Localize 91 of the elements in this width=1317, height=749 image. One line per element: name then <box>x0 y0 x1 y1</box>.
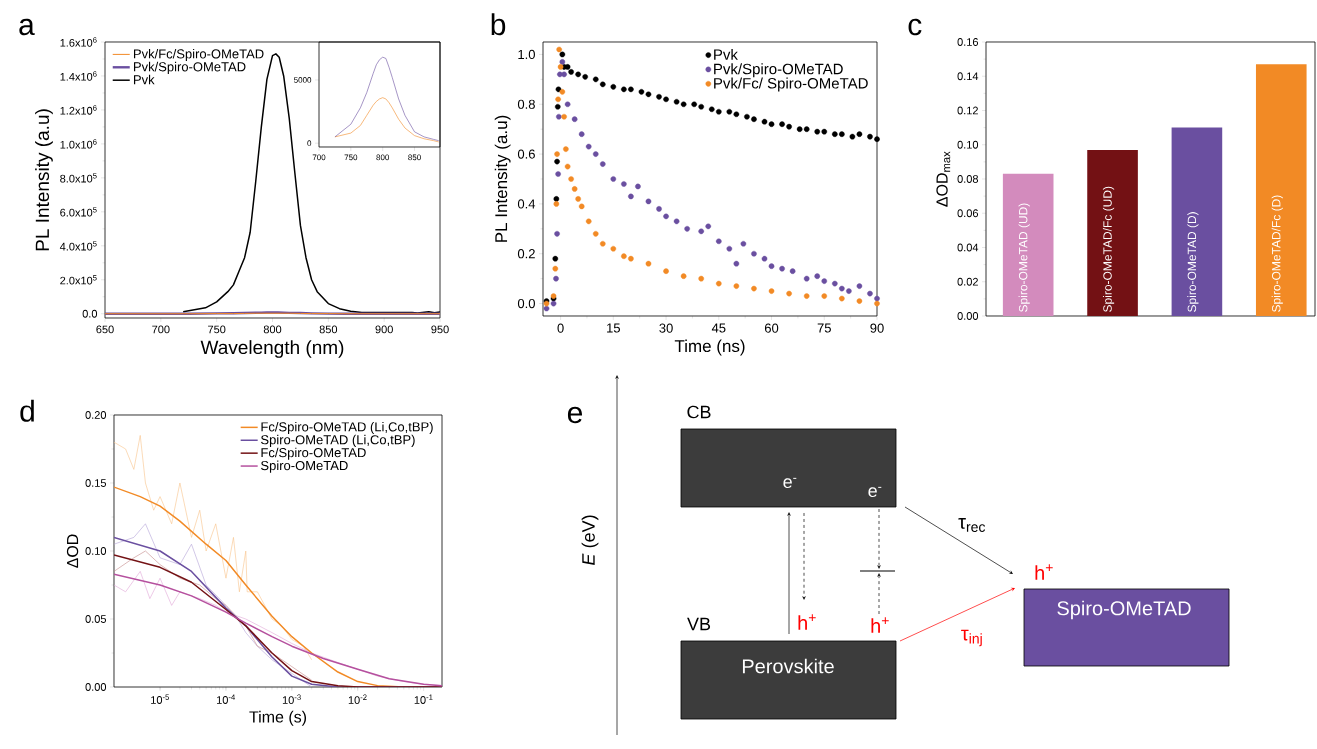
x-tick-label: 0 <box>557 323 564 333</box>
y-tick-label: 8.0x10$^{5}$ <box>60 173 97 183</box>
x-tick-label: 750 <box>344 154 358 161</box>
x-tick-label: 10$^{-1}$ <box>414 694 433 704</box>
legend-label: Pvk/Fc/ Spiro-OMeTAD <box>714 77 868 92</box>
x-tick-label: 75 <box>817 323 831 333</box>
chart-title: a <box>19 18 35 36</box>
x-axis-title: Time (ns) <box>674 339 745 356</box>
x-tick-label: 950 <box>431 325 449 334</box>
text: e$^{-}$ <box>783 477 797 489</box>
legend-label: Pvk/Spiro-OMeTAD <box>714 63 843 78</box>
y-tick-label: 1.2x10$^{6}$ <box>60 105 97 115</box>
legend-label: Pvk/Fc/Spiro-OMeTAD <box>133 48 264 62</box>
y-axis-title: PL Intensity (a.u) <box>35 109 53 251</box>
x-tick-label: 700 <box>312 154 326 161</box>
y-tick-label: 0.16 <box>957 38 979 46</box>
y-tick-label: 0.05 <box>85 615 107 623</box>
y-tick-label: 4.0x10$^{5}$ <box>59 241 97 251</box>
y-tick-label: 0.15 <box>85 479 107 487</box>
y-tick-label: 1.0x10$^{6}$ <box>60 139 97 149</box>
x-tick-label: Spiro-OMeTAD (UD) <box>1018 203 1030 312</box>
text: h$^{+}$ <box>1035 564 1053 580</box>
x-tick-label: Spiro-OMeTAD/Fc (D) <box>1271 195 1283 312</box>
x-tick-label: 800 <box>376 154 390 161</box>
y-axis-title: ΔOD <box>66 534 79 568</box>
x-tick-label: 10$^{-4}$ <box>217 694 236 704</box>
x-axis-title: Wavelength (nm) <box>200 340 344 358</box>
text: e <box>567 406 583 424</box>
x-tick-label: 45 <box>711 323 726 333</box>
legend-label: Pvk <box>133 74 155 85</box>
x-tick-label: 15 <box>607 323 621 333</box>
text: τ$_{rec}$ <box>958 518 986 532</box>
y-tick-label: 0.02 <box>957 277 978 286</box>
x-tick-label: 650 <box>96 325 114 334</box>
chart-title: d <box>20 399 34 422</box>
x-tick-label: 10$^{-5}$ <box>151 694 170 704</box>
y-axis-title: ΔOD$_{max}$ <box>936 151 951 207</box>
y-tick-label: 0.12 <box>957 106 978 115</box>
x-tick-label: 800 <box>263 325 282 334</box>
x-tick-label: 850 <box>319 325 338 334</box>
text: E (eV) <box>581 515 599 566</box>
chart-title: c <box>908 18 922 36</box>
y-tick-label: 1.4x10$^{6}$ <box>60 71 97 81</box>
x-axis-title: Time (s) <box>249 710 307 726</box>
y-axis-title: PL Intensity (a.u) <box>494 115 511 242</box>
y-tick-label: 5000 <box>294 77 312 83</box>
y-tick-label: 0.00 <box>957 312 979 320</box>
y-tick-label: 0.2 <box>517 249 535 259</box>
legend-label: Pvk <box>714 48 738 60</box>
y-tick-label: 0.06 <box>957 209 979 218</box>
y-tick-label: 0.0 <box>517 298 535 309</box>
y-tick-label: 0.0 <box>82 309 98 318</box>
text: VB <box>687 617 711 631</box>
y-tick-label: 0.14 <box>957 72 979 81</box>
x-tick-label: 900 <box>375 325 393 334</box>
x-tick-label: 750 <box>208 325 226 334</box>
legend-label: Spiro-OMeTAD (Li,Co,tBP) <box>261 434 415 447</box>
text: Perovskite <box>742 658 834 674</box>
y-tick-label: 0.10 <box>957 140 979 149</box>
x-tick-label: 700 <box>152 325 170 334</box>
text: h$^{+}$ <box>871 617 889 633</box>
y-tick-label: 0.08 <box>957 175 979 183</box>
y-tick-label: 0.6 <box>517 149 535 159</box>
text: h$^{+}$ <box>798 614 816 630</box>
legend-label: Pvk/Spiro-OMeTAD <box>133 61 246 74</box>
text: e$^{-}$ <box>868 486 882 498</box>
y-tick-label: 0.00 <box>85 683 107 691</box>
y-tick-label: 6.0x10$^{5}$ <box>60 207 97 217</box>
y-tick-label: 1.0 <box>518 49 535 60</box>
x-tick-label: 30 <box>659 323 673 333</box>
y-tick-label: 0.10 <box>85 547 107 555</box>
legend-label: Fc/Spiro-OMeTAD (Li,Co,tBP) <box>261 421 433 435</box>
chart-title: b <box>491 13 506 36</box>
y-tick-label: 1.6x10$^{6}$ <box>60 37 97 47</box>
legend-label: Fc/Spiro-OMeTAD <box>261 447 366 460</box>
x-tick-label: 10$^{-2}$ <box>348 694 367 704</box>
y-tick-label: 0.4 <box>517 199 536 209</box>
x-tick-label: 10$^{-3}$ <box>282 694 301 704</box>
text: CB <box>687 405 711 419</box>
x-tick-label: 60 <box>764 323 779 333</box>
text: Spiro-OMeTAD <box>1057 600 1191 620</box>
y-tick-label: 0.04 <box>957 243 979 252</box>
x-tick-label: 90 <box>870 323 884 333</box>
y-tick-label: 2.0x10$^{5}$ <box>60 275 97 285</box>
x-tick-label: Spiro-OMeTAD/Fc (UD) <box>1102 186 1115 312</box>
y-tick-label: 0.8 <box>517 99 535 109</box>
legend-label: Spiro-OMeTAD <box>261 460 348 473</box>
x-tick-label: 850 <box>408 154 421 161</box>
text: τ$_{inj}$ <box>961 629 982 647</box>
y-tick-label: 0.20 <box>85 411 107 419</box>
x-tick-label: Spiro-OMeTAD (D) <box>1187 212 1199 312</box>
